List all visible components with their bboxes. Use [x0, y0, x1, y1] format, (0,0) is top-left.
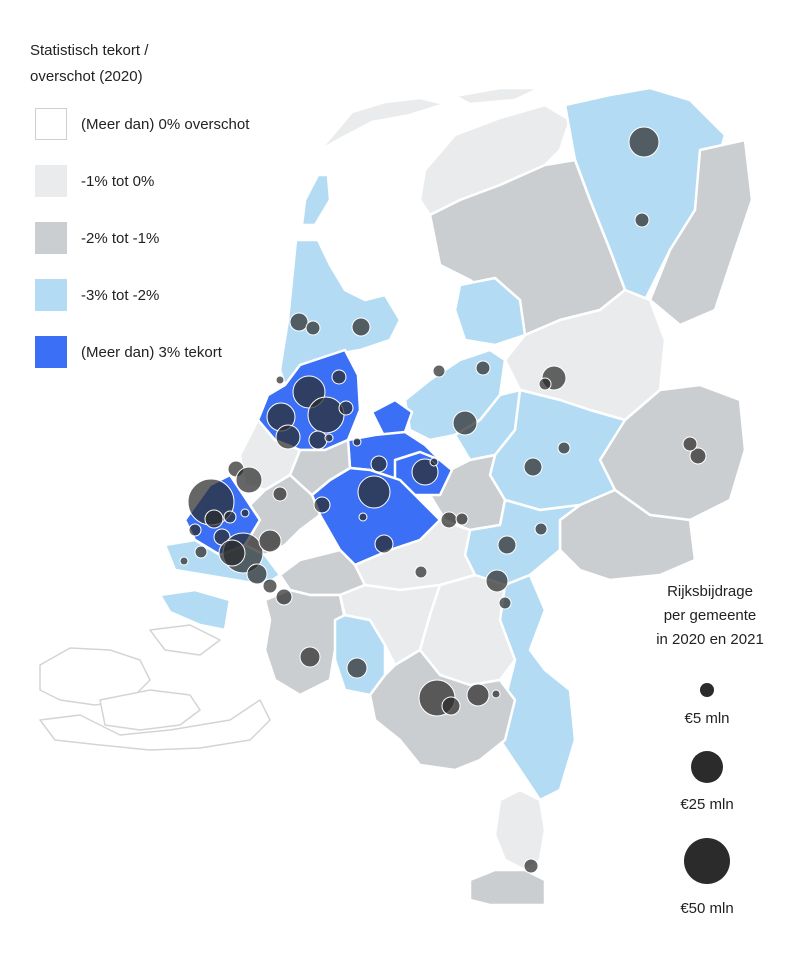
legend-label-tekort: (Meer dan) 3% tekort — [81, 343, 222, 361]
bubble-gouda — [240, 508, 250, 518]
bubble-zwijndrecht — [275, 588, 293, 606]
region-voorne — [158, 588, 232, 632]
bubble-diemen — [338, 400, 354, 416]
bubble-nijmegen — [497, 535, 517, 555]
region-zeeland-2 — [99, 689, 201, 731]
bubble-boxmeer — [498, 596, 512, 610]
bubble-deurne — [491, 689, 501, 699]
region-wadden-west — [318, 96, 447, 152]
region-noordoostpolder — [453, 276, 527, 347]
region-zeeland-4 — [149, 624, 221, 656]
legend-label-overschot: (Meer dan) 0% overschot — [81, 115, 250, 133]
bubble-ede — [440, 511, 458, 529]
color-legend-title-line1: Statistisch tekort / — [30, 42, 149, 59]
color-legend-title: Statistisch tekort / overschot (2020) — [30, 38, 250, 90]
bubble-woerden — [313, 496, 331, 514]
bubble-arnhem — [534, 522, 548, 536]
region-zeeland-3 — [39, 699, 271, 751]
region-zuid-limburg — [468, 868, 547, 907]
bubble-hilversum — [352, 437, 362, 447]
bubble-rijswijk — [223, 510, 237, 524]
bubble-schagen — [305, 320, 321, 336]
region-friesland — [418, 103, 572, 217]
region-zeeland-1 — [39, 647, 151, 706]
bubble-groningen — [628, 126, 660, 158]
bubble-ridderkerk — [246, 563, 268, 585]
size-legend-title-line1: Rijksbijdrage — [667, 583, 753, 600]
bubble-kampen — [538, 377, 552, 391]
size-legend-label-25: €25 mln — [680, 796, 734, 813]
bubble-westland — [204, 509, 224, 529]
region-midden-limburg — [493, 788, 547, 872]
bubble-purmerend — [331, 369, 347, 385]
bubble-hoorn — [351, 317, 371, 337]
bubble-tiel — [414, 565, 428, 579]
region-west-brabant — [263, 588, 347, 697]
legend-item-tekort: (Meer dan) 3% tekort — [35, 335, 222, 369]
bubble-assen — [634, 212, 650, 228]
bubble-uithoorn — [308, 430, 328, 450]
bubble-hellevoetsluis — [179, 556, 189, 566]
bubble-wageningen — [455, 512, 469, 526]
bubble-breda — [299, 646, 321, 668]
bubble-hengelo — [682, 436, 698, 452]
bubble-venlo — [485, 569, 509, 593]
bubble-zoetermeer — [272, 486, 288, 502]
bubble-utrecht — [357, 475, 391, 509]
bubble-lelystad — [432, 364, 446, 378]
bubble-amstelveen — [275, 424, 301, 450]
bubble-spijkenisse — [194, 545, 208, 559]
bubble-nieuwegein — [374, 534, 394, 554]
region-alphen — [288, 438, 352, 497]
legend-swatch-min2-min1 — [35, 222, 67, 254]
legend-label-min3-min2: -3% tot -2% — [81, 286, 160, 304]
size-legend-label-5: €5 mln — [684, 710, 730, 727]
bubble-almere — [452, 410, 478, 436]
bubble-deventer — [557, 441, 571, 455]
bubble-soest — [370, 455, 388, 473]
bubble-schiedam — [258, 529, 282, 553]
bubble-zaanstad — [275, 375, 285, 385]
bubble-katwijk — [235, 466, 263, 494]
bubble-aalsmeer — [324, 433, 334, 443]
legend-swatch-tekort — [35, 336, 67, 368]
bubble-veldhoven — [441, 696, 461, 716]
bubble-zeist — [358, 512, 368, 522]
region-noord-limburg — [498, 573, 577, 802]
region-oost-groningen — [648, 138, 754, 327]
region-achterhoek — [558, 488, 697, 582]
bubble-den-helder — [289, 312, 309, 332]
legend-label-min1-0: -1% tot 0% — [81, 172, 155, 190]
region-wadden-east — [453, 86, 542, 106]
bubble-helmond — [466, 683, 490, 707]
legend-label-min2-min1: -2% tot -1% — [81, 229, 160, 247]
size-legend-title: Rijksbijdrage per gemeente in 2020 en 20… — [640, 580, 780, 652]
bubble-dronten — [475, 360, 491, 376]
bubble-apeldoorn — [523, 457, 543, 477]
legend-swatch-overschot — [35, 108, 67, 140]
size-legend-title-line3: in 2020 en 2021 — [656, 631, 764, 648]
legend-item-min2-min1: -2% tot -1% — [35, 221, 159, 255]
bubble-dordrecht — [262, 578, 278, 594]
bubble-amsterdam — [307, 396, 345, 434]
bubble-tilburg — [346, 657, 368, 679]
bubble-heerlen — [523, 858, 539, 874]
color-legend-title-line2: overschot (2020) — [30, 68, 143, 85]
bubble-enschede — [689, 447, 707, 465]
bubble-capelle — [218, 539, 246, 567]
legend-item-min1-0: -1% tot 0% — [35, 164, 154, 198]
legend-item-min3-min2: -3% tot -2% — [35, 278, 159, 312]
bubble-barneveld — [429, 457, 439, 467]
bubble-delft — [188, 523, 202, 537]
size-legend-label-50: €50 mln — [680, 900, 734, 917]
legend-item-overschot: (Meer dan) 0% overschot — [35, 107, 249, 141]
size-legend-title-line2: per gemeente — [663, 607, 757, 624]
region-texel — [300, 173, 332, 227]
region-noord-holland — [278, 238, 402, 387]
legend-swatch-min1-0 — [35, 165, 67, 197]
legend-swatch-min3-min2 — [35, 279, 67, 311]
